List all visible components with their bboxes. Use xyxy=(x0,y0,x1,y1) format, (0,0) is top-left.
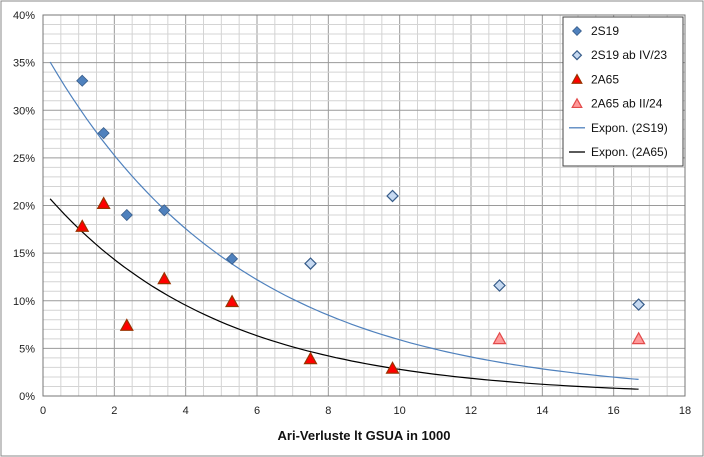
data-point xyxy=(158,204,171,217)
data-point xyxy=(492,331,507,345)
legend-label: Expon. (2S19) xyxy=(591,121,668,135)
legend-label: 2S19 xyxy=(591,24,619,38)
y-tick-label: 30% xyxy=(13,105,35,117)
data-point xyxy=(304,257,317,270)
y-tick-label: 25% xyxy=(13,153,35,165)
x-tick-label: 8 xyxy=(325,405,331,417)
legend-label: Expon. (2A65) xyxy=(591,145,668,159)
legend-swatch xyxy=(572,26,582,36)
x-tick-label: 4 xyxy=(183,405,189,417)
legend-swatch xyxy=(571,73,583,84)
data-point xyxy=(225,252,239,265)
data-point xyxy=(303,351,318,365)
x-tick-label: 18 xyxy=(679,405,691,417)
legend-label: 2S19 ab IV/23 xyxy=(591,48,667,62)
data-point xyxy=(386,189,399,203)
x-tick-label: 0 xyxy=(40,405,46,417)
x-tick-label: 6 xyxy=(254,405,260,417)
y-tick-label: 20% xyxy=(13,201,35,213)
y-tick-label: 40% xyxy=(13,10,35,22)
data-point xyxy=(157,271,172,285)
data-point xyxy=(631,331,646,345)
trendline xyxy=(49,198,639,390)
legend-label: 2A65 ab II/24 xyxy=(591,97,663,111)
data-point xyxy=(120,208,133,222)
x-tick-label: 14 xyxy=(536,405,548,417)
y-tick-label: 15% xyxy=(13,248,35,260)
x-tick-label: 2 xyxy=(111,405,117,417)
x-tick-label: 12 xyxy=(465,405,477,417)
data-point xyxy=(632,298,645,311)
legend-box xyxy=(562,16,684,167)
x-tick-label: 16 xyxy=(608,405,620,417)
trendline xyxy=(49,61,639,380)
data-point xyxy=(225,294,240,308)
data-point xyxy=(119,318,134,331)
legend: 2S19 2S19 ab IV/23 2A65 2A65 ab II/24 Expon.… xyxy=(562,16,684,167)
y-tick-label: 35% xyxy=(13,58,35,70)
legend-label: 2A65 xyxy=(591,72,619,86)
data-point xyxy=(75,219,90,232)
legend-swatch xyxy=(571,97,583,109)
legend-swatch xyxy=(571,49,583,61)
axis-ticks: 0 2 4 6 8 10 12 14 16 18 0% 5% 10% 15% 20% 25% 30% 35% 40% xyxy=(13,10,691,417)
y-tick-label: 10% xyxy=(13,296,35,308)
x-axis-title: Ari-Verluste lt GSUA in 1000 xyxy=(278,428,451,443)
data-point xyxy=(97,127,110,140)
data-point xyxy=(76,74,89,87)
data-points xyxy=(75,74,646,374)
y-tick-label: 5% xyxy=(19,343,35,355)
y-tick-label: 0% xyxy=(19,391,35,403)
data-point xyxy=(385,361,400,374)
data-point xyxy=(96,196,111,209)
plot-area xyxy=(42,14,686,397)
trendlines xyxy=(49,61,639,390)
data-point xyxy=(493,279,506,292)
x-tick-label: 10 xyxy=(394,405,406,417)
